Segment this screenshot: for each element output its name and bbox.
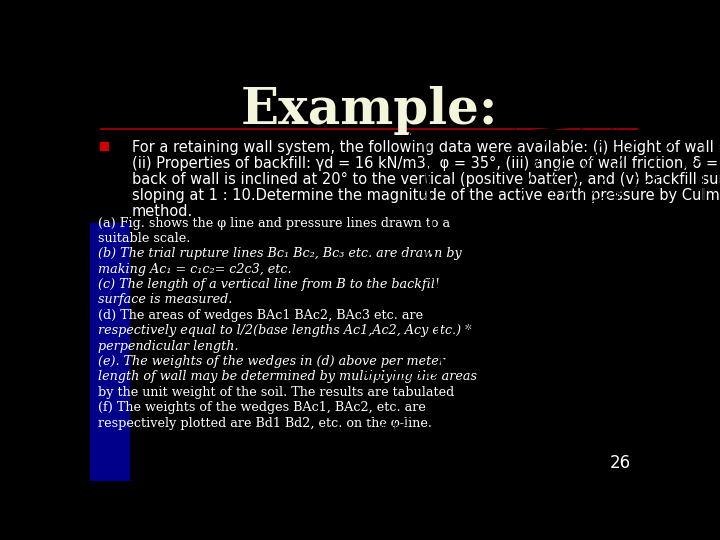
Text: Bac₄: Bac₄ bbox=[575, 444, 595, 454]
Text: surface is measured.: surface is measured. bbox=[99, 294, 233, 307]
Text: (d) The areas of wedges BAc1 BAc2, BAc3 etc. are: (d) The areas of wedges BAc1 BAc2, BAc3 … bbox=[99, 309, 423, 322]
Text: (f) The weights of the wedges BAc1, BAc2, etc. are: (f) The weights of the wedges BAc1, BAc2… bbox=[99, 401, 426, 414]
Text: Weight, kN: Weight, kN bbox=[634, 423, 683, 432]
Text: Weight, kN: Weight, kN bbox=[451, 423, 501, 432]
Text: φ line: φ line bbox=[697, 218, 719, 226]
Text: (a) Fig. shows the φ line and pressure lines drawn to a: (a) Fig. shows the φ line and pressure l… bbox=[99, 217, 451, 230]
Text: ψ: ψ bbox=[479, 361, 484, 370]
Text: 575: 575 bbox=[649, 469, 667, 477]
Bar bbox=[90, 223, 129, 481]
Text: — Pressure line: — Pressure line bbox=[626, 405, 680, 411]
Text: φ: φ bbox=[461, 359, 466, 368]
Text: 20°: 20° bbox=[446, 355, 459, 361]
Text: by the unit weight of the soil. The results are tabulated: by the unit weight of the soil. The resu… bbox=[99, 386, 454, 399]
Text: — Pressure locus: — Pressure locus bbox=[710, 156, 720, 161]
Text: respectively plotted are Bd1 Bd2, etc. on the φ-line.: respectively plotted are Bd1 Bd2, etc. o… bbox=[99, 416, 433, 429]
Text: 460: 460 bbox=[649, 444, 667, 454]
Text: d₃: d₃ bbox=[618, 267, 625, 272]
Text: — Rupture plane: — Rupture plane bbox=[497, 109, 555, 114]
Text: Wedge: Wedge bbox=[377, 423, 408, 432]
Text: (ii) Properties of backfill: γd = 16 kN/m3,  φ = 35°, (iii) angle of wall fricti: (ii) Properties of backfill: γd = 16 kN/… bbox=[132, 156, 720, 171]
Text: c₅: c₅ bbox=[701, 101, 708, 107]
Text: BAc₂: BAc₂ bbox=[382, 469, 403, 477]
Text: Bac₅: Bac₅ bbox=[575, 469, 595, 477]
Text: back of wall is inclined at 20° to the vertical (positive batter), and (v) backf: back of wall is inclined at 20° to the v… bbox=[132, 172, 720, 187]
Text: 20°: 20° bbox=[432, 168, 446, 177]
Text: h = 7 m: h = 7 m bbox=[400, 242, 409, 273]
Text: Wedge: Wedge bbox=[570, 423, 601, 432]
Text: A: A bbox=[407, 131, 414, 141]
Text: d₅: d₅ bbox=[705, 213, 711, 218]
Text: making Ac₁ = c₁c₂= c2c3, etc.: making Ac₁ = c₁c₂= c2c3, etc. bbox=[99, 263, 292, 276]
Text: P: P bbox=[389, 239, 394, 247]
Text: respectively equal to l/2(base lengths Ac1,Ac2, Acy etc.) *: respectively equal to l/2(base lengths A… bbox=[99, 324, 472, 338]
Text: d₁: d₁ bbox=[554, 308, 561, 313]
Text: ψ = 90 – (θ + δ) = 50°: ψ = 90 – (θ + δ) = 50° bbox=[508, 370, 587, 377]
Text: c₄: c₄ bbox=[654, 106, 661, 112]
Text: c₁: c₁ bbox=[551, 117, 557, 123]
Text: perpendicular length.: perpendicular length. bbox=[99, 340, 239, 353]
Text: 230: 230 bbox=[468, 469, 485, 477]
Text: BAc₃: BAc₃ bbox=[382, 492, 403, 502]
Text: length of wall may be determined by multiplying the areas: length of wall may be determined by mult… bbox=[99, 370, 477, 383]
Text: d₂: d₂ bbox=[585, 288, 591, 294]
Text: c₃: c₃ bbox=[615, 110, 622, 116]
Text: (e). The weights of the wedges in (d) above per meter: (e). The weights of the wedges in (d) ab… bbox=[99, 355, 445, 368]
Text: (b) The trial rupture lines Bc₁ Bc₂, Bc₃ etc. are drawn by: (b) The trial rupture lines Bc₁ Bc₂, Bc₃… bbox=[99, 247, 462, 260]
Text: sloping at 1 : 10.Determine the magnitude of the active earth pressure by Culman: sloping at 1 : 10.Determine the magnitud… bbox=[132, 188, 720, 203]
Text: 26: 26 bbox=[610, 454, 631, 472]
Text: method.: method. bbox=[132, 204, 193, 219]
Text: BAc₁: BAc₁ bbox=[382, 444, 403, 454]
Text: d₄: d₄ bbox=[658, 242, 665, 247]
Text: c₂: c₂ bbox=[581, 114, 588, 120]
Text: 345: 345 bbox=[468, 492, 485, 502]
Text: 115: 115 bbox=[468, 444, 485, 454]
Text: suitable scale.: suitable scale. bbox=[99, 232, 191, 245]
Text: Example:: Example: bbox=[240, 85, 498, 134]
Text: For a retaining wall system, the following data were available: (i) Height of wa: For a retaining wall system, the followi… bbox=[132, 140, 720, 156]
Text: (c) The length of a vertical line from B to the backfill: (c) The length of a vertical line from B… bbox=[99, 278, 439, 291]
